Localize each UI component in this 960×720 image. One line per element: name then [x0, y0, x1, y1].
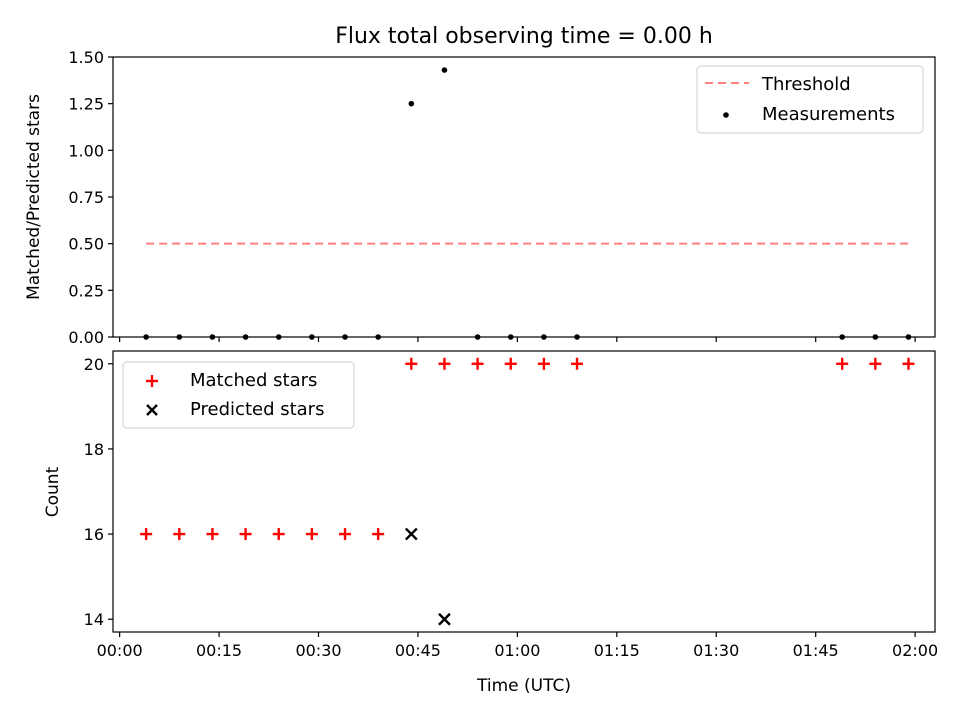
y-tick-label: 1.00	[68, 141, 104, 160]
top-y-axis-label: Matched/Predicted stars	[24, 94, 44, 300]
matched-stars-point	[504, 357, 517, 370]
x-tick-label: 00:15	[196, 641, 242, 660]
measurements-point	[872, 334, 879, 340]
y-tick-label: 0.50	[68, 235, 104, 254]
measurements-point	[441, 67, 448, 73]
y-tick-label: 18	[84, 440, 104, 459]
measurements-point	[474, 334, 481, 340]
measurements-point	[541, 334, 547, 340]
predicted-stars-point	[404, 527, 418, 541]
x-tick-label: 00:30	[295, 641, 341, 660]
measurements-point	[309, 334, 315, 340]
chart-title: Flux total observing time = 0.00 h	[335, 24, 713, 49]
y-tick-label: 16	[84, 525, 104, 544]
x-tick-label: 01:15	[594, 641, 640, 660]
measurements-point	[176, 334, 183, 340]
bottom-y-axis: 14 16 18 20	[84, 355, 113, 629]
measurements-point	[209, 334, 216, 340]
matched-stars-point	[305, 528, 318, 541]
legend-measurements-label: Measurements	[762, 104, 895, 125]
y-tick-label: 0.00	[68, 328, 104, 347]
matched-stars-point	[339, 528, 352, 541]
x-tick-label: 01:45	[793, 641, 839, 660]
legend-predicted-label: Predicted stars	[190, 399, 324, 420]
matched-stars-point	[173, 528, 186, 541]
y-tick-label: 0.25	[68, 281, 104, 300]
matched-stars-point	[272, 528, 285, 541]
legend-measurements-swatch	[723, 112, 729, 118]
measurements-point	[408, 100, 415, 107]
measurements-point	[507, 334, 514, 340]
measurements-point	[275, 334, 282, 340]
matched-stars-point	[140, 528, 153, 541]
measurements-point	[839, 334, 845, 340]
matched-stars-point	[902, 357, 915, 370]
matched-stars-point	[537, 357, 550, 370]
matched-stars-point	[471, 357, 484, 370]
y-tick-label: 14	[84, 610, 104, 629]
x-tick-label: 00:00	[97, 641, 143, 660]
x-tick-label: 00:45	[395, 641, 441, 660]
bottom-y-axis-label: Count	[43, 466, 63, 517]
y-tick-label: 0.75	[68, 188, 104, 207]
matched-stars-point	[405, 357, 418, 370]
measurements-point	[143, 334, 149, 340]
matched-stars-point	[836, 357, 849, 370]
y-tick-label: 20	[84, 355, 104, 374]
legend-matched-swatch	[146, 375, 158, 387]
top-y-axis: 0.00 0.25 0.50 0.75 1.00 1.25 1.50	[68, 48, 113, 347]
matched-stars-point	[571, 357, 584, 370]
legend-predicted-swatch	[146, 404, 158, 416]
bottom-plot-marks	[140, 357, 915, 626]
x-axis-label: Time (UTC)	[476, 676, 571, 696]
matched-stars-point	[239, 528, 252, 541]
predicted-stars-point	[438, 612, 451, 626]
top-x-axis	[119, 337, 916, 342]
measurements-point	[574, 334, 580, 340]
x-tick-label: 01:30	[693, 641, 739, 660]
x-tick-label: 01:00	[494, 641, 540, 660]
measurements-point	[905, 334, 912, 340]
bottom-legend: Matched stars Predicted stars	[122, 361, 355, 429]
measurements-point	[242, 334, 249, 340]
matched-stars-point	[372, 528, 385, 541]
matched-stars-point	[869, 357, 882, 370]
y-tick-label: 1.25	[68, 95, 104, 114]
measurements-point	[342, 334, 348, 340]
top-legend: Threshold Measurements	[696, 65, 924, 134]
x-tick-label: 02:00	[892, 641, 938, 660]
matched-stars-point	[206, 528, 219, 541]
y-tick-label: 1.50	[68, 48, 104, 67]
top-plot-marks	[143, 67, 912, 340]
bottom-x-axis: 00:00 00:15 00:30 00:45 01:00 01:15 01:30 01:45…	[97, 632, 938, 660]
matched-stars-point	[438, 357, 451, 370]
measurements-point	[375, 334, 381, 340]
legend-matched-label: Matched stars	[190, 370, 317, 391]
legend-threshold-label: Threshold	[761, 74, 851, 95]
